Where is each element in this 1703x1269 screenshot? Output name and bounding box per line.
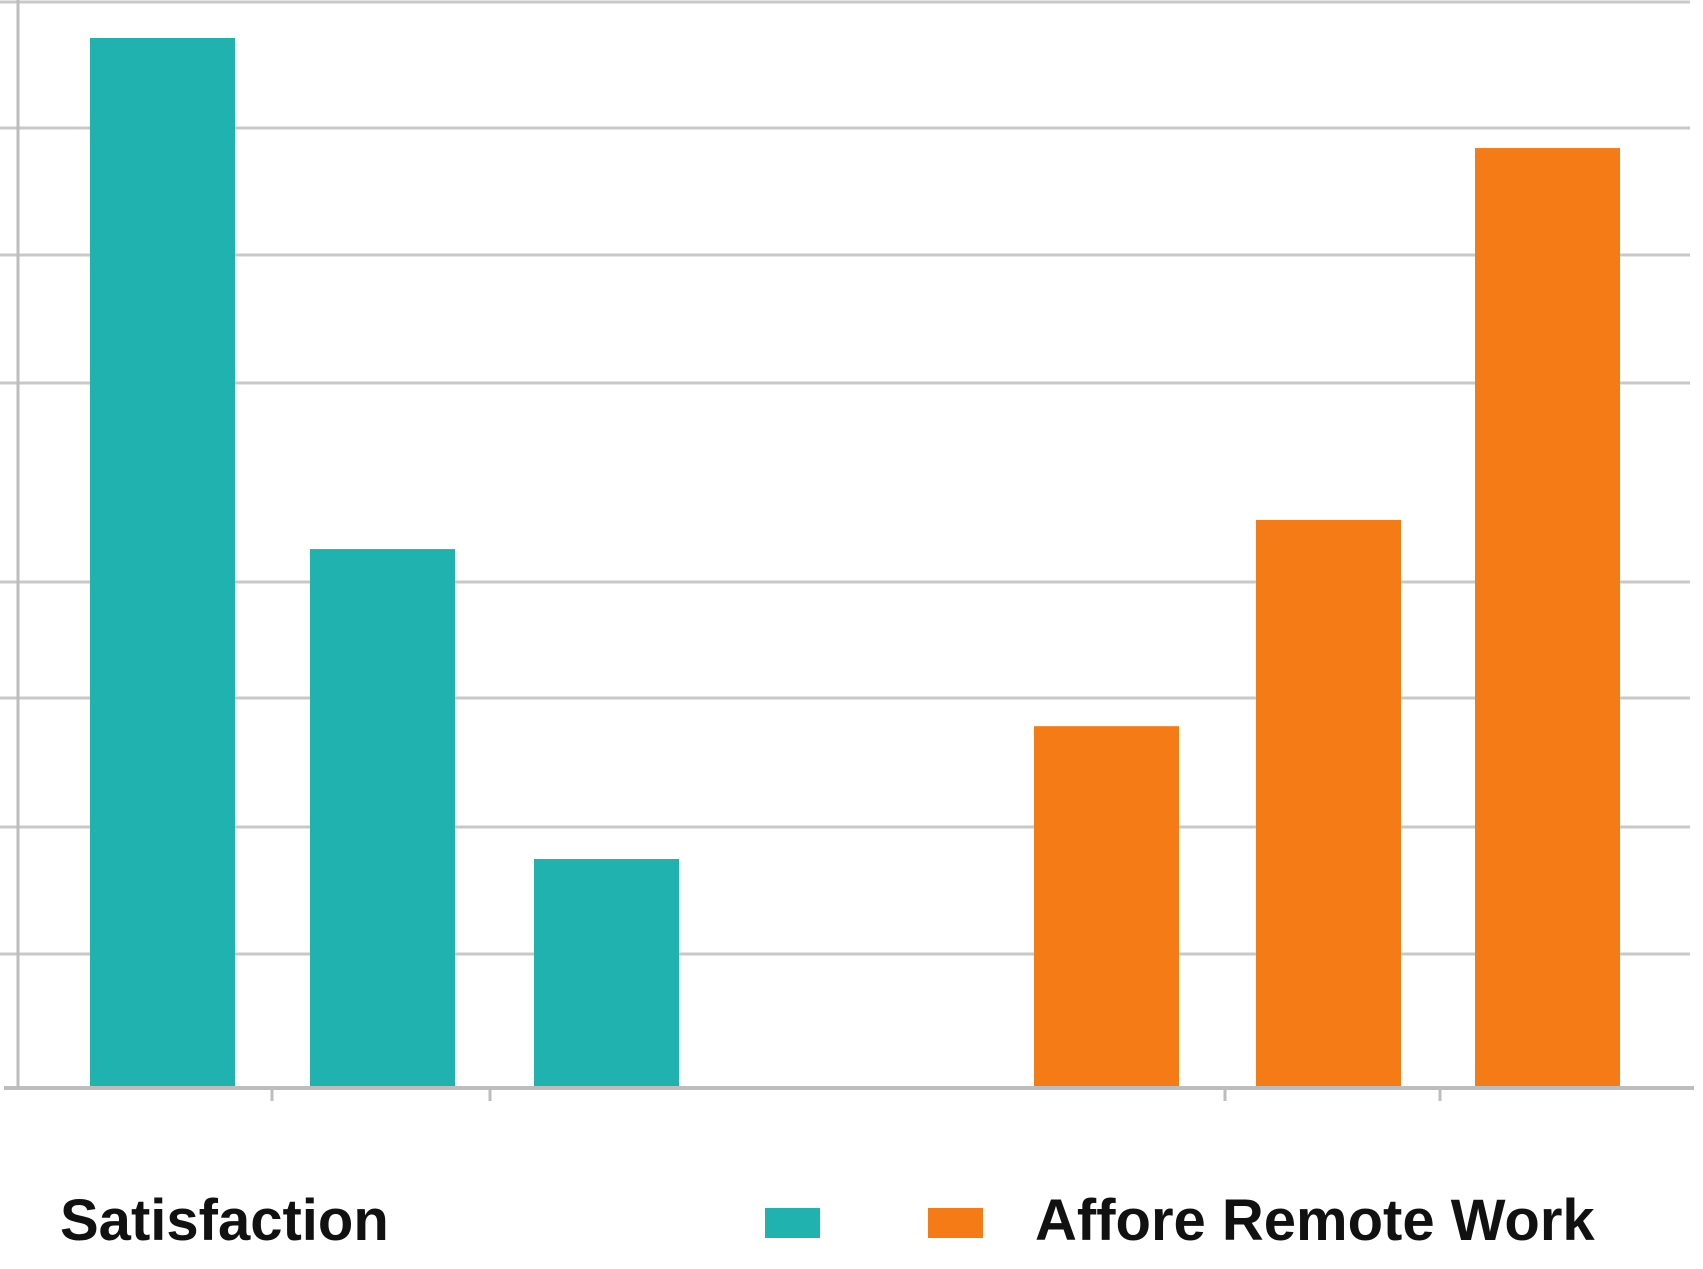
legend-swatch-orange — [928, 1208, 983, 1238]
bar-series-0-item-2 — [534, 859, 679, 1088]
gridlines — [0, 0, 1690, 956]
legend: Satisfaction Affore Remote Work — [60, 1188, 1595, 1253]
bar-series-0-item-1 — [310, 549, 455, 1088]
axes — [4, 0, 1694, 1101]
bar-series-1-item-5 — [1475, 148, 1620, 1088]
bar-series-1-item-3 — [1034, 726, 1179, 1088]
bars — [90, 38, 1620, 1088]
legend-series-label: Affore Remote Work — [1035, 1188, 1595, 1253]
legend-satisfaction-label: Satisfaction — [60, 1188, 389, 1253]
bar-series-0-item-0 — [90, 38, 235, 1088]
bar-series-1-item-4 — [1256, 519, 1401, 1088]
legend-swatch-teal — [765, 1208, 820, 1238]
